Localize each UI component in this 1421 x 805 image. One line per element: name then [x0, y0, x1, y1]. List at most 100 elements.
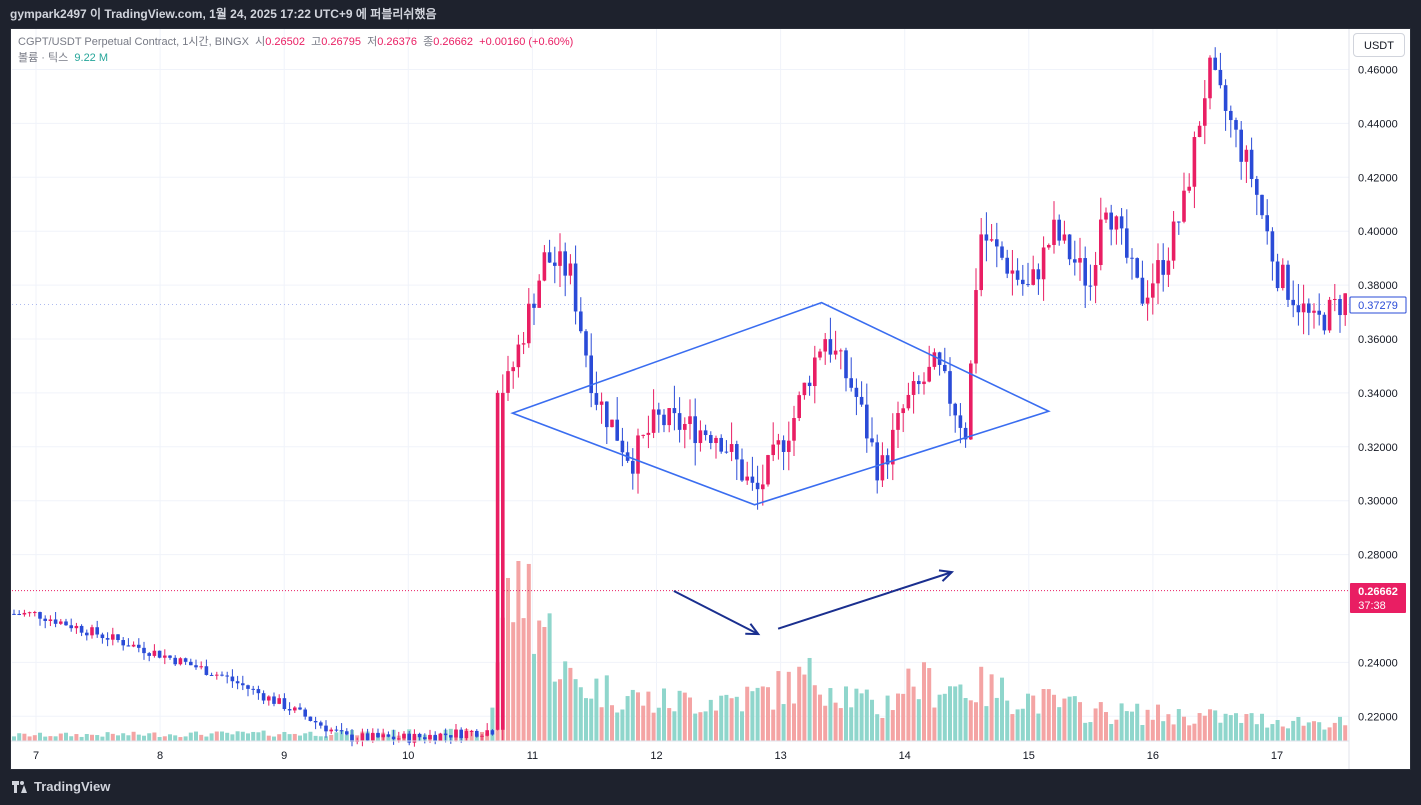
currency-button[interactable]: USDT — [1353, 33, 1405, 57]
arrowhead[interactable] — [745, 623, 761, 636]
candle-body — [183, 658, 188, 662]
candle-body — [932, 352, 937, 367]
candle-body — [963, 427, 968, 440]
volume-bar — [1192, 723, 1197, 741]
volume-bar — [563, 661, 568, 741]
candle-body — [849, 378, 853, 388]
candle-body — [911, 381, 916, 395]
volume-bar — [79, 736, 84, 741]
candle-body — [33, 612, 37, 614]
volume-bar — [1135, 703, 1140, 741]
time-tick-label: 11 — [527, 750, 538, 762]
tradingview-logo-icon — [12, 780, 28, 793]
volume-bar — [792, 703, 796, 741]
candle-body — [277, 698, 281, 704]
candle-body — [495, 392, 500, 730]
volume-bar — [1046, 689, 1051, 741]
chart-area[interactable] — [10, 28, 1411, 770]
trend-arrow-line[interactable] — [673, 590, 759, 635]
volume-bar — [136, 734, 141, 741]
volume-bar — [48, 736, 53, 741]
candle-body — [334, 729, 339, 731]
candle-body — [282, 698, 287, 710]
volume-bar — [833, 702, 838, 741]
volume-bar — [610, 705, 614, 741]
candle-body — [48, 619, 53, 621]
candle-body — [454, 729, 458, 738]
volume-bar — [630, 689, 635, 741]
candle-body — [246, 685, 250, 689]
candle-body — [771, 444, 775, 456]
volume-bar — [116, 735, 120, 741]
candle-body — [1249, 149, 1254, 179]
volume-bar — [256, 732, 261, 741]
candle-body — [709, 435, 713, 444]
grid — [12, 29, 1349, 741]
candle-body — [906, 394, 911, 409]
candle-body — [943, 364, 947, 372]
high-label: 고 — [311, 36, 322, 48]
candles — [12, 47, 1347, 747]
arrowhead[interactable] — [938, 569, 955, 582]
volume-bar — [220, 731, 224, 741]
candle-body — [901, 408, 905, 414]
time-tick-label: 16 — [1147, 750, 1159, 762]
volume-bar — [963, 697, 968, 741]
change-value: +0.00160 (+0.60%) — [479, 36, 574, 48]
candle-body — [969, 363, 973, 440]
volume-bar — [1197, 713, 1202, 741]
volume-bar — [142, 735, 146, 741]
tradingview-logo[interactable]: TradingView — [12, 779, 110, 794]
candle-body — [350, 734, 354, 742]
candle-body — [1208, 57, 1212, 99]
price-tick-label: 0.38000 — [1358, 280, 1398, 292]
volume-bar — [1254, 724, 1259, 741]
candle-body — [631, 460, 635, 474]
volume-bar — [677, 690, 682, 741]
volume-bar — [776, 671, 781, 741]
candle-body — [407, 733, 411, 743]
diamond-pattern-drawing[interactable] — [510, 301, 1051, 506]
volume-bar — [672, 711, 677, 741]
volume-bar — [246, 733, 250, 741]
volume-bar — [1005, 700, 1010, 741]
candle-body — [1073, 259, 1077, 263]
candle-body — [365, 733, 370, 741]
candle-body — [532, 303, 536, 308]
drawings[interactable] — [510, 301, 1051, 636]
volume-bar — [734, 696, 739, 741]
low-value: 0.26376 — [377, 36, 417, 48]
volume-bar — [1145, 709, 1150, 741]
symbol-label[interactable]: CGPT/USDT Perpetual Contract, 1시간, BINGX — [18, 36, 249, 48]
volume-bar — [802, 674, 807, 741]
candle-body — [152, 650, 157, 656]
volume-bar — [1041, 689, 1046, 741]
price-axis[interactable]: 0.46000 0.44000 0.42000 0.40000 0.38000 0.360… — [1358, 65, 1398, 724]
candle-body — [1010, 270, 1015, 274]
time-tick-label: 15 — [1023, 750, 1035, 762]
time-axis[interactable]: 7 8 9 10 11 12 13 14 15 16 17 — [33, 750, 1283, 762]
trend-arrow-line[interactable] — [777, 571, 953, 630]
volume-bar — [386, 735, 391, 741]
volume-bar — [781, 704, 786, 741]
candle-body — [1057, 219, 1061, 241]
volume-bar — [927, 668, 932, 741]
candle-body — [137, 644, 141, 648]
volume-value: 9.22 M — [74, 52, 109, 64]
candle-body — [859, 396, 864, 405]
volume-bar — [292, 733, 297, 741]
candle-body — [875, 442, 879, 481]
volume-bar — [199, 734, 204, 741]
volume-bar — [708, 699, 713, 741]
candle-body — [776, 440, 781, 445]
volume-bar — [266, 735, 271, 741]
volume-bar — [1327, 727, 1332, 741]
publish-text: gympark2497 이 TradingView.com, 1월 24, 20… — [10, 7, 437, 21]
candle-body — [204, 666, 209, 675]
candle-body — [402, 733, 406, 739]
price-tick-label: 0.40000 — [1358, 226, 1398, 238]
candle-body — [1203, 98, 1207, 126]
volume-label[interactable]: 볼륨 · 틱스 — [18, 52, 69, 64]
candle-body — [703, 430, 708, 436]
